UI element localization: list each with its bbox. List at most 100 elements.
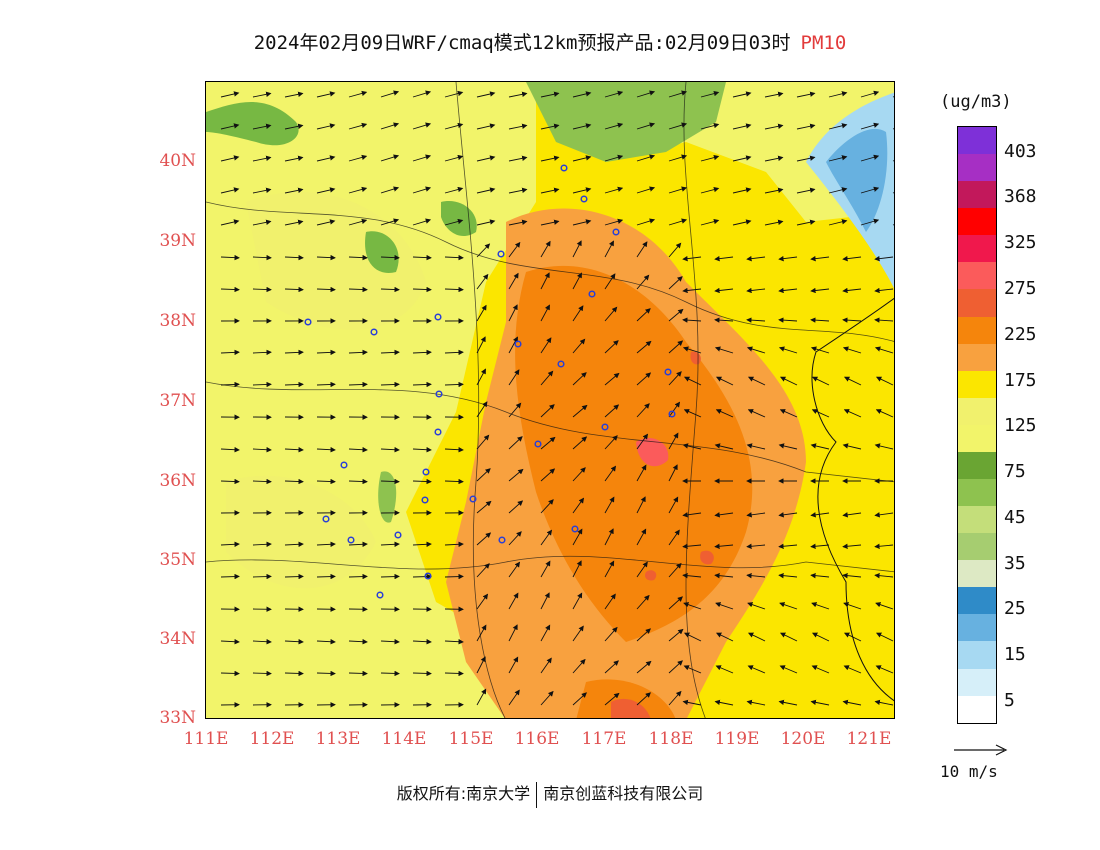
wind-arrow [316,478,336,485]
wind-arrow [572,91,592,98]
legend-swatch [957,668,997,696]
wind-arrow [668,690,682,706]
wind-arrow [252,349,272,356]
wind-arrow [778,317,798,323]
wind-arrow [412,122,432,130]
lat-label-36n: 36N [159,471,196,491]
wind-arrow [604,692,620,706]
wind-arrow [842,443,862,450]
wind-arrow [252,155,272,162]
pm10-map [205,81,895,719]
wind-arrow [540,436,556,450]
wind-arrow [874,543,894,549]
wind-arrow [540,560,551,578]
wind-arrow [316,381,336,388]
wind-arrow [764,187,784,194]
wind-arrow [252,573,272,580]
wind-arrow [348,349,368,356]
wind-arrow [572,436,588,450]
wind-arrow [875,409,894,418]
wind-arrow [636,464,647,482]
wind-arrow [540,690,554,706]
wind-arrow [636,528,647,546]
wind-arrow [444,478,464,485]
green-region-north [526,82,726,162]
wind-arrow [444,218,464,226]
lat-label-34n: 34N [159,629,196,649]
wind-arrow [572,692,587,706]
legend-swatch [957,262,997,290]
wind-arrow [778,699,798,706]
wind-arrow [714,346,734,354]
wind-arrow [810,255,830,262]
wind-arrow [540,91,560,98]
wind-arrow [412,573,432,580]
wind-arrow [348,122,368,130]
wind-arrow [715,632,734,642]
province-boundary-1 [206,201,894,342]
wind-arrow [828,219,848,226]
wind-arrow [668,218,688,226]
wind-arrow [572,272,582,290]
wind-arrow [778,346,798,354]
wind-arrow [747,409,766,418]
wind-arrow [348,670,368,677]
wind-arrow [220,541,240,548]
wind-arrow [284,446,304,453]
wind-arrow [284,573,304,580]
lat-label-33n: 33N [159,708,196,728]
wind-arrow [875,665,894,674]
wind-arrow [284,155,304,162]
wind-arrow [412,541,432,548]
wind-arrow [572,467,586,482]
wind-arrow [444,349,464,356]
city-marker [434,313,442,321]
wind-arrow [604,186,624,194]
wind-arrow [572,497,585,514]
wind-arrow [380,670,400,677]
legend-label-175: 175 [1004,370,1037,391]
wind-arrow [810,572,830,579]
wind-arrow [874,346,894,354]
wind-arrow [810,543,830,549]
wind-arrow [668,432,679,450]
wind-arrow [715,376,734,386]
legend-label-15: 15 [1004,644,1026,665]
legend-swatch [957,208,997,236]
copyright-left: 版权所有:南京大学 [396,784,531,803]
wind-arrow [380,218,400,226]
wind-arrow [476,304,487,322]
wind-arrow [444,154,464,162]
wind-arrow [714,255,734,262]
legend-label-125: 125 [1004,415,1037,436]
wind-arrow [843,632,862,642]
wind-arrow [636,692,651,706]
wind-arrow [779,376,798,386]
wind-arrow [810,699,830,706]
wind-arrow [348,154,368,162]
wind-arrow [715,665,734,674]
wind-arrow [476,500,492,514]
wind-arrow [732,219,752,226]
wind-arrow [860,122,880,130]
wind-arrow [682,699,702,706]
wind-arrow [811,376,830,386]
wind-arrow [842,287,862,294]
wind-arrow [412,446,432,453]
wind-arrow [252,381,272,388]
wind-arrow [284,254,304,261]
wind-arrow [668,464,678,482]
wind-arrow [284,286,304,293]
wind-arrow [572,155,592,162]
low-region-west [246,191,426,330]
lon-label-121e: 121E [846,729,892,749]
wind-arrow [380,446,400,453]
wind-arrow [220,286,240,293]
legend-swatch [957,343,997,371]
wind-arrow [747,602,766,610]
wind-arrow [572,305,584,322]
wind-arrow [380,541,400,548]
legend-swatch [957,289,997,317]
wind-arrow [811,632,830,642]
wind-arrow [444,254,464,261]
